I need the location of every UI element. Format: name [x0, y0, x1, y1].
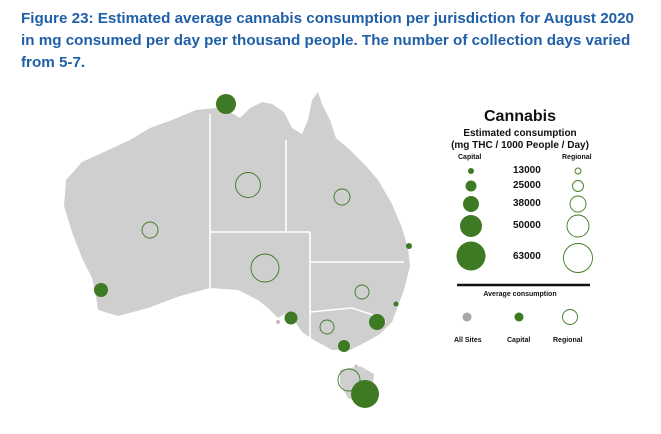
regional-site-qld — [333, 188, 351, 206]
legend-average-label-regional: Regional — [553, 337, 583, 344]
capital-sites — [94, 94, 412, 408]
bass-strait-island-icon — [354, 364, 358, 368]
legend-regional-13000 — [574, 167, 582, 175]
legend-average-all-sites — [462, 312, 472, 322]
legend-value-3: 38000 — [513, 198, 541, 209]
legend-regional-heading: Regional — [562, 154, 592, 161]
legend-symbols — [456, 167, 593, 325]
legend-average-label-all-sites: All Sites — [454, 337, 482, 344]
legend-regional-63000 — [563, 243, 593, 273]
capital-site-perth — [94, 283, 108, 297]
legend-average-title: Average consumption — [483, 291, 557, 298]
mainland-australia — [64, 92, 410, 350]
regional-site-sa — [250, 253, 280, 283]
legend-average-capital — [514, 312, 524, 322]
legend-regional-25000 — [572, 180, 584, 192]
legend: Cannabis Estimated consumption (mg THC /… — [440, 108, 610, 358]
legend-capital-13000 — [468, 168, 474, 174]
regional-site-tas — [337, 368, 361, 392]
legend-capital-50000 — [460, 215, 482, 237]
legend-subtitle-line1: Estimated consumption — [463, 128, 577, 139]
legend-capital-heading: Capital — [458, 154, 482, 161]
capital-site-canberra — [369, 314, 385, 330]
legend-capital-63000 — [456, 241, 486, 271]
capital-site-melbourne — [338, 340, 350, 352]
capital-site-brisbane — [406, 243, 412, 249]
regional-site-vic — [319, 319, 335, 335]
figure-caption: Figure 23: Estimated average cannabis co… — [21, 10, 634, 71]
capital-site-darwin — [216, 94, 236, 114]
capital-site-sydney — [393, 301, 399, 307]
regional-site-nt — [235, 172, 261, 198]
legend-value-4: 50000 — [513, 220, 541, 231]
legend-value-1: 13000 — [513, 165, 541, 176]
legend-title: Cannabis — [483, 108, 556, 125]
legend-value-2: 25000 — [513, 180, 541, 191]
legend-subtitle: Estimated consumption (mg THC / 1000 Peo… — [440, 128, 600, 152]
legend-subtitle-line2: (mg THC / 1000 People / Day) — [451, 140, 589, 151]
legend-capital-38000 — [463, 196, 479, 212]
kangaroo-island-icon — [276, 320, 280, 324]
regional-site-nsw — [354, 284, 370, 300]
capital-site-adelaide — [284, 311, 298, 325]
legend-average-label-capital: Capital — [507, 337, 531, 344]
legend-value-5: 63000 — [513, 251, 541, 262]
state-borders — [209, 114, 404, 340]
legend-regional-50000 — [566, 214, 590, 238]
legend-average-regional — [562, 309, 578, 325]
legend-regional-38000 — [569, 195, 587, 213]
regional-sites — [141, 172, 370, 392]
legend-capital-25000 — [465, 180, 477, 192]
capital-site-hobart — [351, 380, 379, 408]
regional-site-wa — [141, 221, 159, 239]
